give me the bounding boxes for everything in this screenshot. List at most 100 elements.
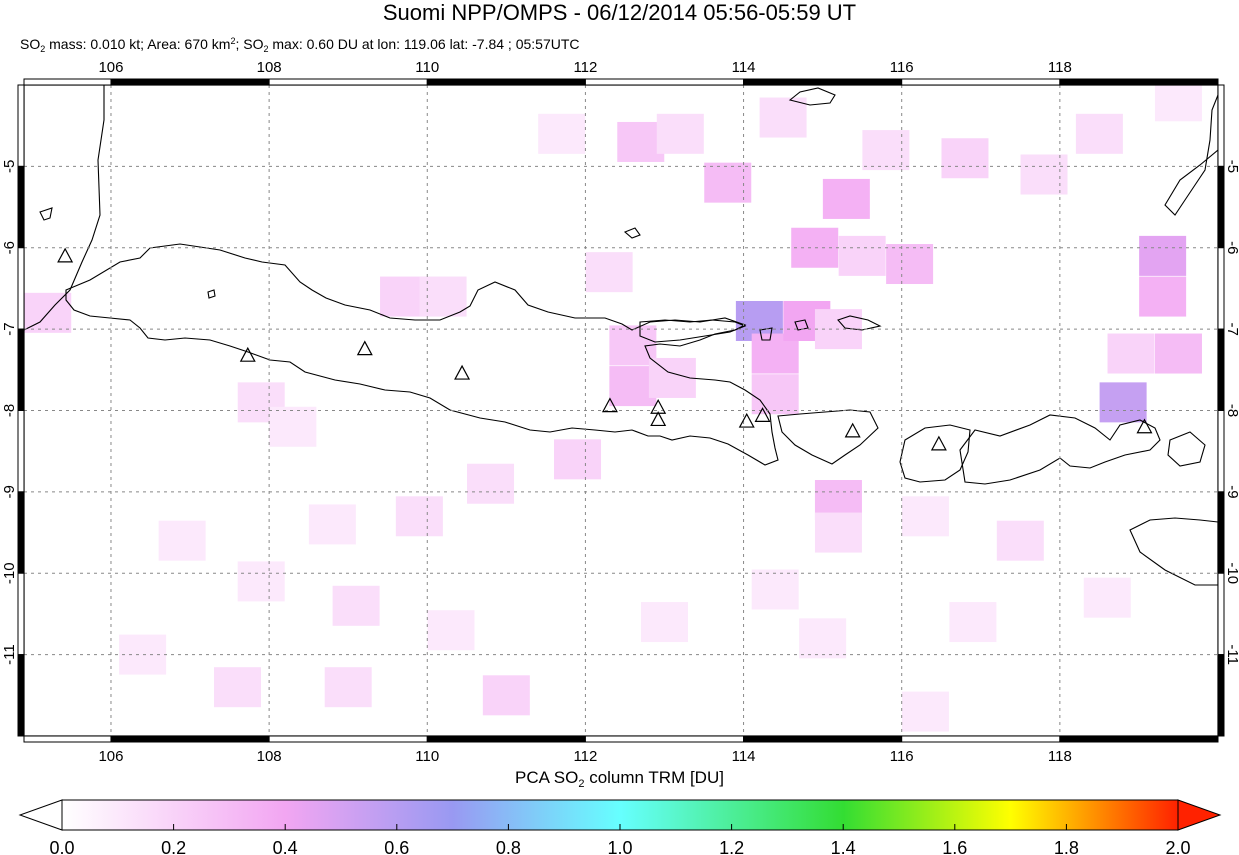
- frame-segment-left: [17, 491, 25, 574]
- so2-pixel: [538, 113, 586, 154]
- lat-tick-label-left: -5: [1, 160, 18, 173]
- lat-tick-label-right: -9: [1224, 485, 1239, 498]
- so2-pixel: [901, 691, 949, 732]
- lon-tick-label-bottom: 114: [732, 748, 756, 765]
- volcano-markers: [57, 247, 1153, 451]
- area-superscript: 2: [230, 36, 236, 46]
- volcano-triangle-icon: [930, 435, 947, 451]
- graticule: [24, 85, 1218, 736]
- so2-pixel-layer: [24, 85, 1202, 732]
- lat-tick-label-left: -7: [1, 322, 18, 335]
- so2-mass-prefix: SO: [20, 36, 41, 52]
- kalimantan-coast: [788, 87, 836, 106]
- frame-segment-right: [1217, 247, 1225, 330]
- lat-tick-label-right: -7: [1224, 322, 1239, 335]
- so2-pixel: [838, 235, 886, 276]
- colorbar-tick-label: 0.0: [49, 838, 74, 855]
- so2-pixel: [609, 366, 657, 407]
- frame-segment-right: [1217, 654, 1225, 737]
- so2-pixel: [862, 130, 910, 171]
- colorbar-tick-label: 1.2: [719, 838, 744, 855]
- flores-west-coast: [1167, 431, 1206, 467]
- frame-segment-bottom: [23, 735, 112, 743]
- so2-pixel: [822, 178, 870, 219]
- so2-pixel: [640, 602, 688, 643]
- so2-pixel: [886, 244, 934, 285]
- volcano-triangle-icon: [650, 411, 667, 427]
- frame-segment-top: [901, 78, 1061, 86]
- so2-pixel: [941, 138, 989, 179]
- so2-pixel: [1139, 235, 1187, 276]
- karimunjawa-islets: [207, 289, 216, 299]
- sumatra-southeast-coast: [39, 207, 53, 221]
- frame-segment-right: [1217, 165, 1225, 249]
- so2-pixel: [1020, 154, 1068, 195]
- frame-segment-bottom: [584, 735, 745, 743]
- volcano-triangle-icon: [239, 346, 256, 362]
- colorbar-tick-label: 0.8: [496, 838, 521, 855]
- so2-pixel: [419, 276, 467, 317]
- bawean-coast: [623, 227, 641, 239]
- lon-tick-label-top: 118: [1048, 59, 1072, 76]
- so2-pixel: [1075, 113, 1123, 154]
- frame-segment-left: [17, 410, 25, 493]
- kangean-coast: [837, 315, 882, 331]
- frame-segment-left: [17, 247, 25, 330]
- lon-tick-label-top: 106: [98, 59, 123, 76]
- so2-pixel: [427, 610, 475, 651]
- frame-segment-right: [1217, 572, 1225, 656]
- so2-pixel: [308, 504, 356, 545]
- lon-tick-label-top: 108: [257, 59, 282, 76]
- lat-tick-label-right: -11: [1224, 644, 1239, 665]
- so2-pixel: [759, 97, 807, 138]
- so2-pixel: [1083, 577, 1131, 618]
- so2-pixel: [751, 569, 799, 610]
- lon-tick-label-top: 112: [573, 59, 597, 76]
- so2-pixel: [554, 439, 602, 480]
- so2-pixel: [617, 121, 665, 162]
- lat-tick-label-right: -5: [1224, 160, 1239, 173]
- so2-pixel: [814, 512, 862, 553]
- frame-segment-bottom: [901, 735, 1061, 743]
- so2-pixel: [996, 520, 1044, 561]
- so2-pixel: [1107, 333, 1155, 374]
- frame-segment-top: [1059, 78, 1219, 86]
- so2-pixel: [395, 496, 443, 537]
- sulawesi-coast: [1164, 94, 1218, 216]
- so2-max-text: max: 0.60 DU at lon: 119.06 lat: -7.84 ;…: [268, 36, 580, 52]
- lat-tick-label-right: -10: [1224, 562, 1239, 584]
- colorbar-tick-label: 0.2: [161, 838, 186, 855]
- frame-segment-left: [17, 84, 25, 167]
- lon-tick-label-bottom: 112: [573, 748, 597, 765]
- so2-pixel: [949, 602, 997, 643]
- java-coast: [65, 243, 779, 466]
- lon-tick-label-bottom: 108: [257, 748, 282, 765]
- so2-pixel: [751, 374, 799, 415]
- volcano-triangle-icon: [601, 397, 618, 413]
- lat-tick-label-right: -8: [1224, 404, 1239, 417]
- so2-pixel: [704, 162, 752, 203]
- so2-pixel: [901, 496, 949, 537]
- lat-tick-label-left: -11: [1, 644, 18, 665]
- frame-segment-bottom: [1059, 735, 1219, 743]
- lat-tick-label-left: -8: [1, 404, 18, 417]
- map-title: Suomi NPP/OMPS - 06/12/2014 05:56-05:59 …: [382, 0, 857, 25]
- colorbar-title-prefix: PCA SO: [515, 768, 579, 787]
- colorbar-title-suffix: column TRM [DU]: [584, 768, 724, 787]
- colorbar-over-arrow: [1177, 799, 1222, 831]
- so2-pixel: [158, 520, 206, 561]
- so2-pixel: [324, 667, 372, 708]
- so2-pixel: [799, 618, 847, 659]
- frame-segment-top: [426, 78, 586, 86]
- so2-pixel: [1154, 333, 1202, 374]
- colorbar-tick-label: 2.0: [1165, 838, 1190, 855]
- so2-pixel: [656, 113, 704, 154]
- lat-tick-label-left: -10: [1, 562, 18, 584]
- so2-pixel: [237, 561, 285, 602]
- so2-pixel: [1154, 85, 1202, 122]
- frame-segment-bottom: [743, 735, 903, 743]
- frame-segment-right: [1217, 491, 1225, 574]
- volcano-triangle-icon: [454, 364, 471, 380]
- bali-coast: [777, 409, 879, 465]
